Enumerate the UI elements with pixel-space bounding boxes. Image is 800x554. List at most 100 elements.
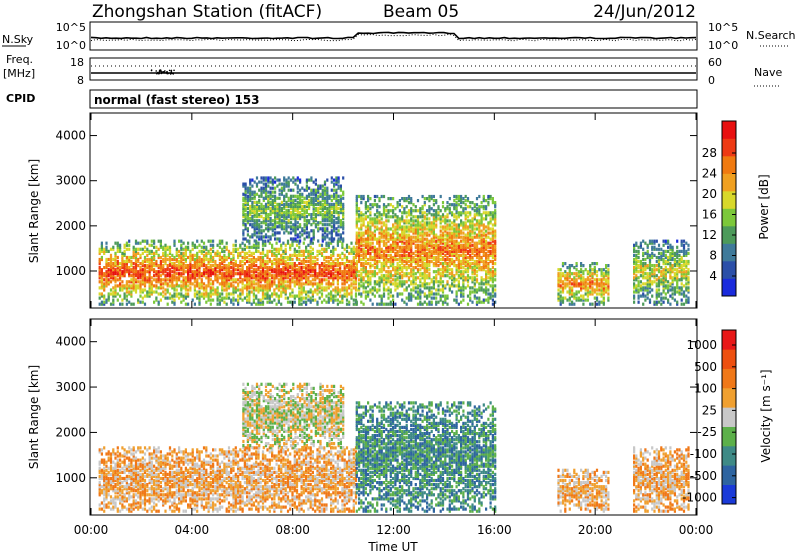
scatter-cell: [373, 219, 376, 223]
scatter-cell: [328, 211, 331, 215]
scatter-cell: [227, 292, 231, 296]
scatter-cell: [398, 237, 401, 241]
scatter-cell: [487, 203, 490, 207]
scatter-cell: [180, 262, 183, 266]
scatter-cell: [109, 259, 113, 264]
scatter-cell: [473, 213, 476, 217]
scatter-cell: [416, 227, 420, 231]
scatter-cell: [401, 292, 404, 296]
scatter-cell: [327, 270, 330, 274]
scatter-cell: [153, 253, 156, 257]
scatter-cell: [403, 231, 406, 235]
scatter-cell: [132, 268, 135, 272]
scatter-cell: [421, 264, 424, 268]
scatter-cell: [180, 272, 183, 276]
scatter-cell: [312, 233, 315, 237]
scatter-cell: [389, 233, 392, 237]
scatter-cell: [387, 209, 390, 213]
scatter-cell: [487, 296, 490, 300]
scatter-cell: [360, 217, 363, 221]
scatter-cell: [464, 276, 467, 280]
scatter-cell: [382, 209, 386, 213]
scatter-cell: [196, 262, 199, 266]
scatter-cell: [403, 245, 406, 249]
scatter-cell: [423, 223, 426, 227]
scatter-cell: [430, 251, 433, 255]
scatter-cell: [278, 221, 281, 225]
scatter-cell: [444, 284, 447, 288]
scatter-cell: [335, 227, 338, 231]
scatter-cell: [261, 272, 265, 276]
scatter-cell: [423, 264, 426, 268]
scatter-cell: [364, 280, 367, 284]
scatter-cell: [243, 247, 246, 251]
scatter-cell: [475, 288, 479, 292]
scatter-cell: [489, 272, 492, 276]
scatter-cell: [334, 298, 337, 302]
scatter-cell: [196, 245, 199, 249]
scatter-cell: [348, 292, 351, 296]
scatter-cell: [403, 225, 406, 229]
scatter-cell: [280, 192, 283, 196]
scatter-cell: [312, 188, 315, 192]
scatter-cell: [389, 280, 392, 284]
scatter-cell: [141, 247, 144, 251]
scatter-cell: [403, 229, 406, 233]
scatter-cell: [123, 294, 126, 298]
scatter-cell: [216, 278, 219, 282]
scatter-cell: [394, 270, 397, 274]
scatter-cell: [253, 190, 256, 194]
scatter-cell: [137, 257, 140, 262]
scatter-cell: [258, 225, 261, 229]
scatter-cell: [107, 292, 110, 296]
scatter-cell: [360, 201, 363, 205]
scatter-cell: [303, 204, 306, 209]
scatter-cell: [355, 251, 358, 255]
scatter-cell: [464, 217, 467, 221]
scatter-cell: [405, 243, 408, 247]
scatter-cell: [446, 237, 449, 241]
scatter-cell: [416, 217, 420, 221]
scatter-cell: [466, 225, 470, 229]
scatter-cell: [150, 255, 153, 260]
scatter-cell: [268, 257, 271, 262]
scatter-cell: [302, 282, 305, 286]
scatter-cell: [302, 274, 305, 278]
scatter-cell: [385, 257, 388, 262]
scatter-cell: [249, 206, 252, 211]
scatter-cell: [414, 278, 417, 282]
scatter-cell: [150, 259, 153, 264]
scatter-cell: [274, 223, 277, 227]
scatter-cell: [367, 237, 370, 241]
scatter-cell: [223, 300, 226, 304]
scatter-cell: [298, 262, 301, 266]
scatter-cell: [139, 253, 142, 257]
scatter-cell: [268, 241, 271, 245]
scatter-cell: [214, 274, 217, 278]
scatter-cell: [367, 251, 370, 255]
scatter-cell: [274, 186, 277, 190]
scatter-cell: [387, 296, 390, 300]
scatter-cell: [382, 268, 386, 272]
scatter-cell: [246, 194, 249, 198]
scatter-cell: [296, 204, 299, 209]
scatter-cell: [428, 300, 431, 304]
scatter-cell: [355, 217, 358, 221]
scatter-cell: [255, 176, 259, 180]
scatter-cell: [341, 257, 344, 262]
scatter-cell: [330, 255, 333, 260]
scatter-cell: [355, 203, 358, 207]
scatter-cell: [282, 268, 285, 272]
scatter-cell: [416, 239, 420, 243]
scatter-cell: [410, 235, 413, 239]
scatter-cell: [451, 253, 454, 257]
scatter-cell: [285, 192, 288, 196]
scatter-cell: [451, 251, 454, 255]
scatter-cell: [432, 203, 435, 207]
scatter-cell: [389, 227, 392, 231]
scatter-cell: [296, 208, 299, 213]
scatter-cell: [257, 288, 260, 292]
scatter-cell: [334, 270, 337, 274]
scatter-cell: [473, 276, 476, 280]
scatter-cell: [382, 257, 386, 262]
